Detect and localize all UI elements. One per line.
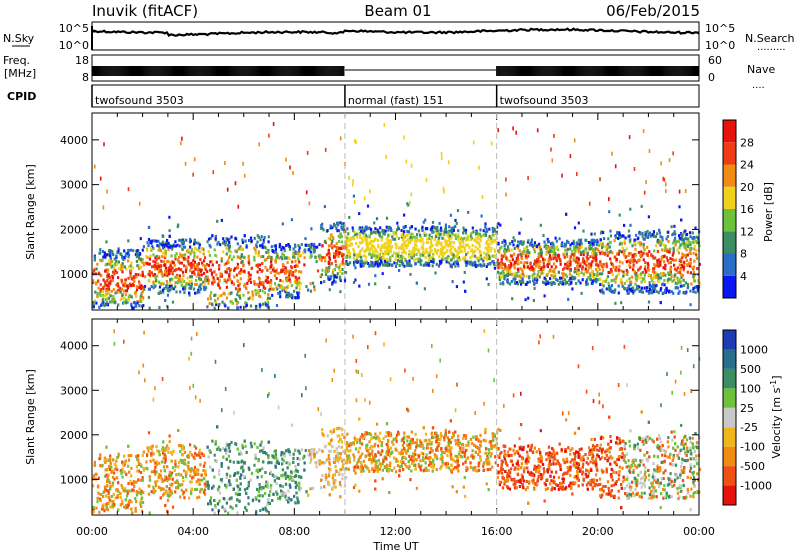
power-colorbar-tick: 4 bbox=[740, 270, 747, 283]
velocity-colorbar-tick: 100 bbox=[740, 382, 761, 395]
date-title: 06/Feb/2015 bbox=[606, 2, 700, 20]
power-heatmap bbox=[92, 122, 701, 310]
power-colorbar-label: Power [dB] bbox=[762, 182, 775, 242]
nsky-label: N.Sky bbox=[3, 32, 35, 45]
y-tick-label: 3000 bbox=[60, 384, 88, 397]
velocity-colorbar-tick: -1000 bbox=[740, 480, 772, 493]
power-colorbar-tick: 24 bbox=[740, 159, 754, 172]
y-tick-label: 2000 bbox=[60, 429, 88, 442]
freq-label: Freq. bbox=[3, 54, 30, 67]
velocity-axes: 1000 2000 3000 4000 bbox=[60, 319, 700, 515]
x-tick-label: 00:00 bbox=[683, 525, 715, 538]
velocity-colorbar-label: Velocity [m s-1] bbox=[769, 375, 783, 458]
y-tick-label: 3000 bbox=[60, 179, 88, 192]
velocity-colorbar-tick: -100 bbox=[740, 441, 765, 454]
time-axis: 00:00 04:00 08:00 12:00 16:00 20:00 00:00 bbox=[76, 525, 715, 538]
velocity-heatmap bbox=[92, 329, 701, 515]
velocity-colorbar: 1000 500 100 25 -25 -100 -500 -1000 bbox=[722, 329, 772, 506]
x-tick-label: 12:00 bbox=[380, 525, 412, 538]
nsearch-dots: ......... bbox=[757, 42, 786, 53]
velocity-ylabel: Slant Range [km] bbox=[24, 369, 37, 465]
velocity-colorbar-tick: 1000 bbox=[740, 343, 768, 356]
velocity-colorbar-tick: 25 bbox=[740, 402, 754, 415]
power-colorbar-tick: 28 bbox=[740, 136, 754, 149]
x-tick-label: 04:00 bbox=[177, 525, 209, 538]
freq-unit-label: [MHz] bbox=[4, 67, 36, 80]
nave-label: Nave bbox=[747, 63, 775, 76]
freq-series bbox=[91, 66, 699, 76]
power-axes: 1000 2000 3000 4000 bbox=[60, 113, 700, 310]
cpid-segment-label: twofsound 3503 bbox=[95, 94, 184, 107]
y-tick-label: 4000 bbox=[60, 340, 88, 353]
x-tick-label: 00:00 bbox=[76, 525, 108, 538]
y-tick-label: 4000 bbox=[60, 134, 88, 147]
beam-title: Beam 01 bbox=[364, 2, 431, 20]
cpid-label: CPID bbox=[7, 90, 36, 103]
nsky-tick-bottom: 10^0 bbox=[59, 39, 89, 52]
freq-tick-bottom: 8 bbox=[82, 71, 89, 84]
nave-tick-bottom: 0 bbox=[708, 71, 715, 84]
cpid-segment-label: normal (fast) 151 bbox=[348, 94, 444, 107]
x-tick-label: 16:00 bbox=[481, 525, 513, 538]
cpid-segment-label: twofsound 3503 bbox=[500, 94, 589, 107]
nsky-series bbox=[91, 27, 700, 37]
power-ylabel: Slant Range [km] bbox=[24, 164, 37, 260]
x-tick-label: 08:00 bbox=[278, 525, 310, 538]
velocity-colorbar-tick: -25 bbox=[740, 421, 758, 434]
y-tick-label: 2000 bbox=[60, 223, 88, 236]
power-colorbar-tick: 16 bbox=[740, 203, 754, 216]
power-colorbar-tick: 12 bbox=[740, 225, 754, 238]
freq-tick-top: 18 bbox=[75, 54, 89, 67]
power-colorbar-tick: 8 bbox=[740, 248, 747, 261]
nave-tick-top: 60 bbox=[708, 54, 722, 67]
nsky-tick-top: 10^5 bbox=[59, 22, 89, 35]
nsearch-tick-top: 10^5 bbox=[705, 22, 735, 35]
station-title: Inuvik (fitACF) bbox=[92, 2, 198, 20]
nave-dots: .... bbox=[752, 80, 765, 91]
power-colorbar-tick: 20 bbox=[740, 181, 754, 194]
velocity-colorbar-tick: 500 bbox=[740, 363, 761, 376]
cpid-segments: twofsound 3503 normal (fast) 151 twofsound… bbox=[91, 85, 589, 107]
y-tick-label: 1000 bbox=[60, 268, 88, 281]
time-axis-label: Time UT bbox=[372, 540, 418, 553]
nsearch-tick-bottom: 10^0 bbox=[705, 39, 735, 52]
nsearch-label: N.Search bbox=[745, 32, 795, 45]
y-tick-label: 1000 bbox=[60, 473, 88, 486]
power-colorbar: 4 8 12 16 20 24 28 bbox=[722, 119, 754, 299]
velocity-colorbar-tick: -500 bbox=[740, 460, 765, 473]
x-tick-label: 20:00 bbox=[582, 525, 614, 538]
